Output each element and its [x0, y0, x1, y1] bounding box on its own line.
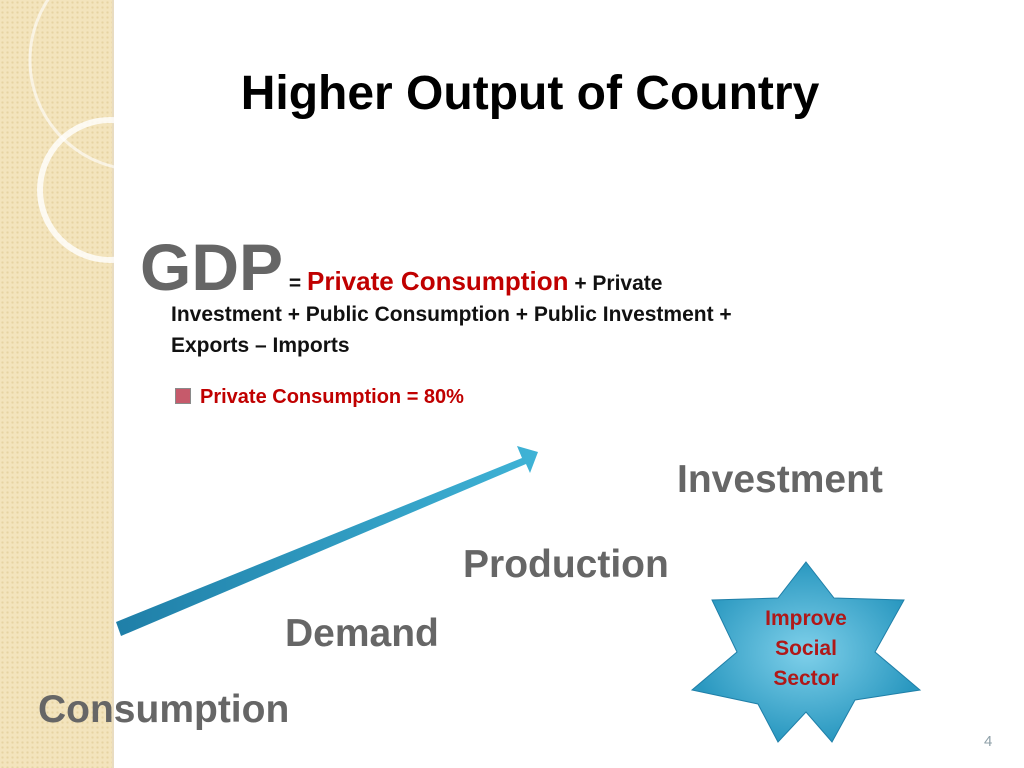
bullet-text: Private Consumption = 80%: [200, 386, 464, 408]
equation-line: + Private: [574, 272, 663, 295]
star-line: Sector: [773, 667, 839, 690]
decor-circle: [37, 117, 183, 263]
step: Demand: [285, 612, 439, 655]
arrow: [116, 446, 538, 636]
equals: =: [288, 272, 302, 295]
equation: GDP = Private Consumption + Private Inves…: [140, 234, 732, 361]
highlight: Private Consumption: [306, 266, 569, 296]
star-text: Improve Social Sector: [740, 604, 872, 694]
step: Investment: [677, 458, 883, 501]
bullet: Private Consumption = 80%: [175, 386, 464, 409]
decor-strip: [0, 0, 114, 768]
star: [690, 561, 922, 743]
star-line: Social: [775, 637, 837, 660]
step: Production: [463, 543, 669, 586]
step: Consumption: [38, 688, 290, 731]
equation-line: Exports – Imports: [171, 334, 350, 357]
title: Higher Output of Country: [240, 67, 820, 120]
equation-line: Investment + Public Consumption + Public…: [171, 303, 732, 326]
gdp: GDP: [140, 230, 284, 304]
star-line: Improve: [765, 607, 847, 630]
bullet-icon: [175, 388, 191, 404]
decor-circle: [28, 0, 252, 172]
page-number: 4: [984, 733, 993, 750]
